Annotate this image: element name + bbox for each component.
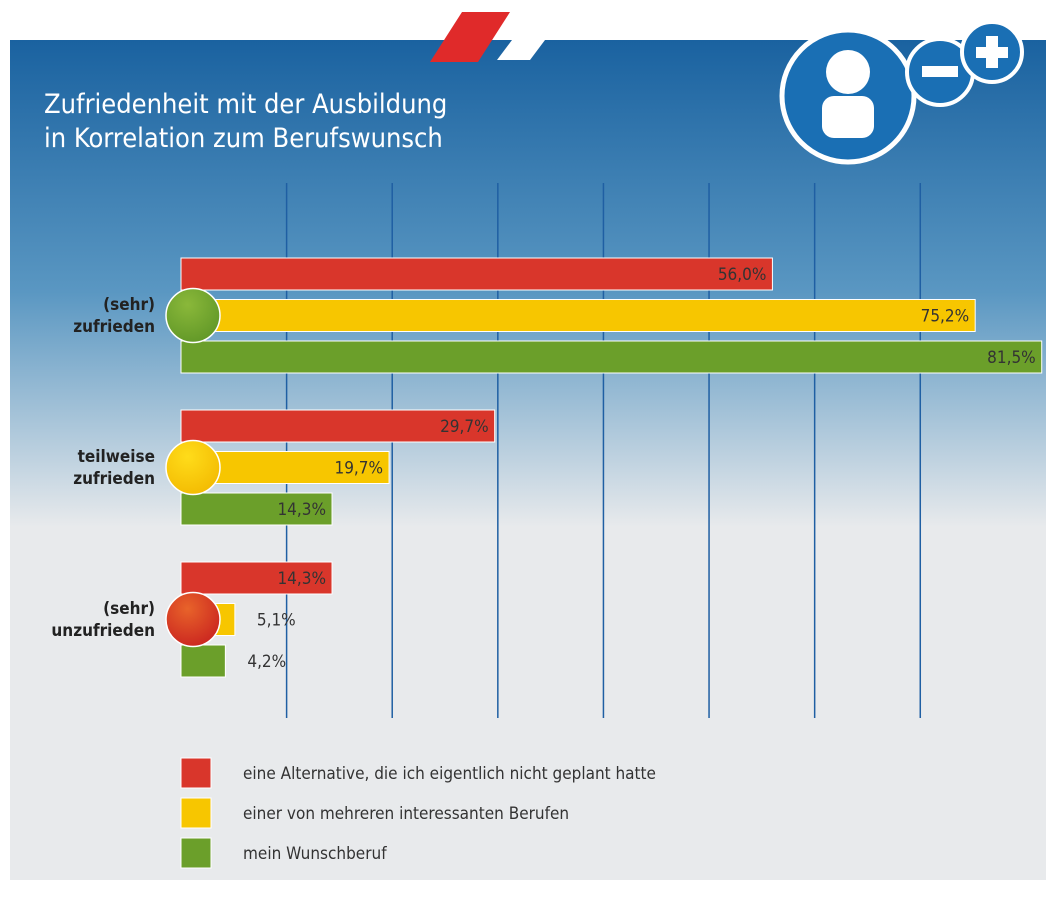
legend-label: eine Alternative, die ich eigentlich nic… [243,764,656,784]
legend-swatch [180,797,212,829]
bar [180,492,333,526]
bar [180,561,333,595]
notch [497,40,545,60]
value-label: 29,7% [440,417,489,437]
bar [180,644,226,678]
category-dot [165,287,221,344]
legend-label: einer von mehreren interessanten Berufen [243,804,569,824]
value-label: 14,3% [277,500,326,520]
category-label: (sehr) zufrieden [73,294,155,337]
panel [10,40,1046,880]
category-label: (sehr) unzufrieden [51,598,155,641]
value-label: 56,0% [718,265,767,285]
category-label: teilweise zufrieden [73,446,155,489]
value-label: 75,2% [921,307,970,327]
legend-swatch [180,757,212,789]
value-label: 19,7% [334,459,383,479]
legend-label: mein Wunschberuf [243,844,387,864]
value-label: 4,2% [247,652,286,672]
bar [180,257,773,291]
icon [779,20,1024,165]
bar [180,299,976,332]
bar [180,340,1043,374]
category-dot [165,591,221,648]
category-dot [165,439,221,496]
legend-swatch [180,837,212,869]
value-label: 81,5% [987,348,1036,368]
decoration [430,12,510,62]
value-label: 14,3% [277,569,326,589]
chart-title: Zufriedenheit mit der Ausbildung in Korr… [44,89,448,154]
bar [180,409,496,443]
value-label: 5,1% [257,611,296,631]
